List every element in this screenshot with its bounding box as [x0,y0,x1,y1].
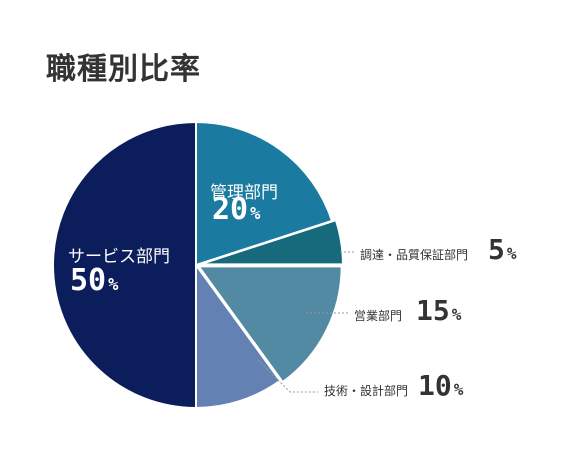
pie-slice [195,261,282,410]
slice-label: 営業部門 [354,308,402,323]
pie-slice [195,120,334,267]
slice-value: 50% [70,263,119,298]
slice-value: 15% [416,294,462,327]
pie-slice [196,265,343,384]
slice-value: 10% [418,369,464,402]
slice-label: 管理部門 [210,183,278,203]
slice-value: 5% [488,233,517,266]
chart-title: 職種別比率 [46,52,201,87]
slice-value: 20% [212,192,261,227]
slice-label: 技術・設計部門 [324,383,408,398]
slice-label: 調達・品質保証部門 [360,247,468,262]
pie-slice [199,218,344,266]
pie-slice [52,120,197,410]
slice-label: サービス部門 [68,247,170,267]
leader-line [257,359,318,393]
